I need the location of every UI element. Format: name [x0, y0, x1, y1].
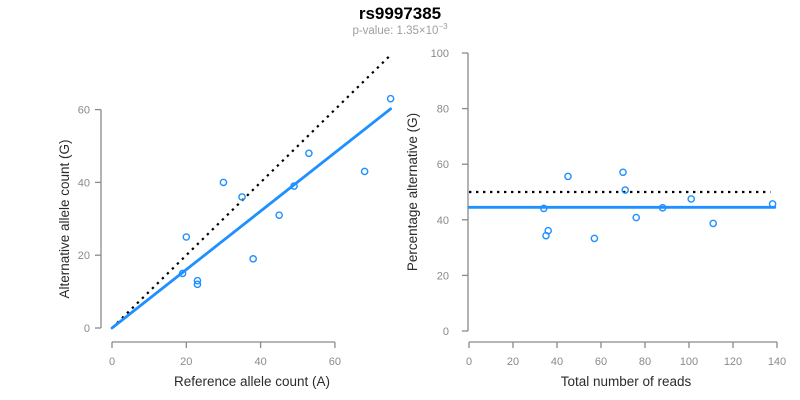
x-tick-label: 60	[595, 356, 607, 368]
y-tick-label: 0	[84, 323, 90, 335]
data-point	[540, 204, 548, 213]
data-point	[193, 276, 202, 285]
data-point	[590, 234, 599, 243]
p-value-text: p-value: 1.35×10	[352, 25, 439, 37]
y-tick-label: 0	[443, 326, 449, 338]
x-tick-label: 0	[466, 356, 472, 368]
x-tick-label: 60	[329, 356, 341, 368]
data-point	[238, 193, 246, 201]
data-point	[386, 94, 395, 103]
y-axis-label: Percentage alternative (G)	[405, 113, 420, 271]
snp-title: rs9997385	[358, 4, 442, 23]
scatter-panel-1: 0 20 40 60 80 100 120 140 0 20 40 60 80 100 Total numb…	[405, 48, 786, 389]
x-tick-label: 20	[180, 356, 192, 368]
x-tick-label: 20	[507, 356, 519, 368]
data-point	[658, 204, 667, 212]
data-point	[290, 182, 298, 190]
y-tick-label: 80	[437, 104, 449, 116]
y-tick-label: 40	[437, 215, 449, 227]
x-axis-label: Total number of reads	[561, 374, 692, 389]
y-axis-label: Alternative allele count (G)	[57, 139, 72, 298]
data-point	[193, 280, 202, 289]
y-tick-label: 20	[78, 250, 90, 262]
data-point	[619, 168, 627, 177]
data-point	[178, 269, 187, 278]
x-tick-label: 40	[551, 356, 563, 368]
x-tick-label: 120	[724, 356, 742, 368]
p-value-subtitle: p-value: 1.35×10−3	[0, 22, 800, 37]
data-point	[305, 149, 313, 158]
x-tick-label: 100	[680, 356, 698, 368]
data-point	[564, 172, 572, 181]
data-point	[709, 219, 718, 228]
y-tick-label: 60	[78, 105, 90, 117]
data-point	[249, 255, 257, 263]
y-tick-label: 40	[78, 177, 90, 189]
data-point	[687, 195, 696, 203]
data-point	[621, 186, 630, 194]
x-tick-label: 140	[768, 356, 786, 368]
x-tick-label: 40	[254, 356, 266, 368]
p-value-exponent: −3	[438, 22, 448, 32]
scatter-panel-0: 0 20 40 60 0 20 40 60 Reference allele count (A)…	[57, 55, 395, 389]
y-tick-label: 60	[437, 159, 449, 171]
data-point	[360, 167, 369, 176]
data-point	[275, 211, 283, 219]
data-point	[182, 233, 191, 241]
data-point	[632, 213, 641, 222]
data-point	[219, 178, 228, 187]
x-tick-label: 80	[639, 356, 651, 368]
data-point	[542, 231, 550, 240]
x-tick-label: 0	[109, 356, 115, 368]
regression-line	[110, 107, 393, 330]
identity-line	[111, 55, 390, 329]
x-axis-label: Reference allele count (A)	[174, 374, 330, 389]
y-tick-label: 20	[437, 270, 449, 282]
data-point	[768, 200, 777, 208]
y-tick-label: 100	[431, 48, 449, 60]
